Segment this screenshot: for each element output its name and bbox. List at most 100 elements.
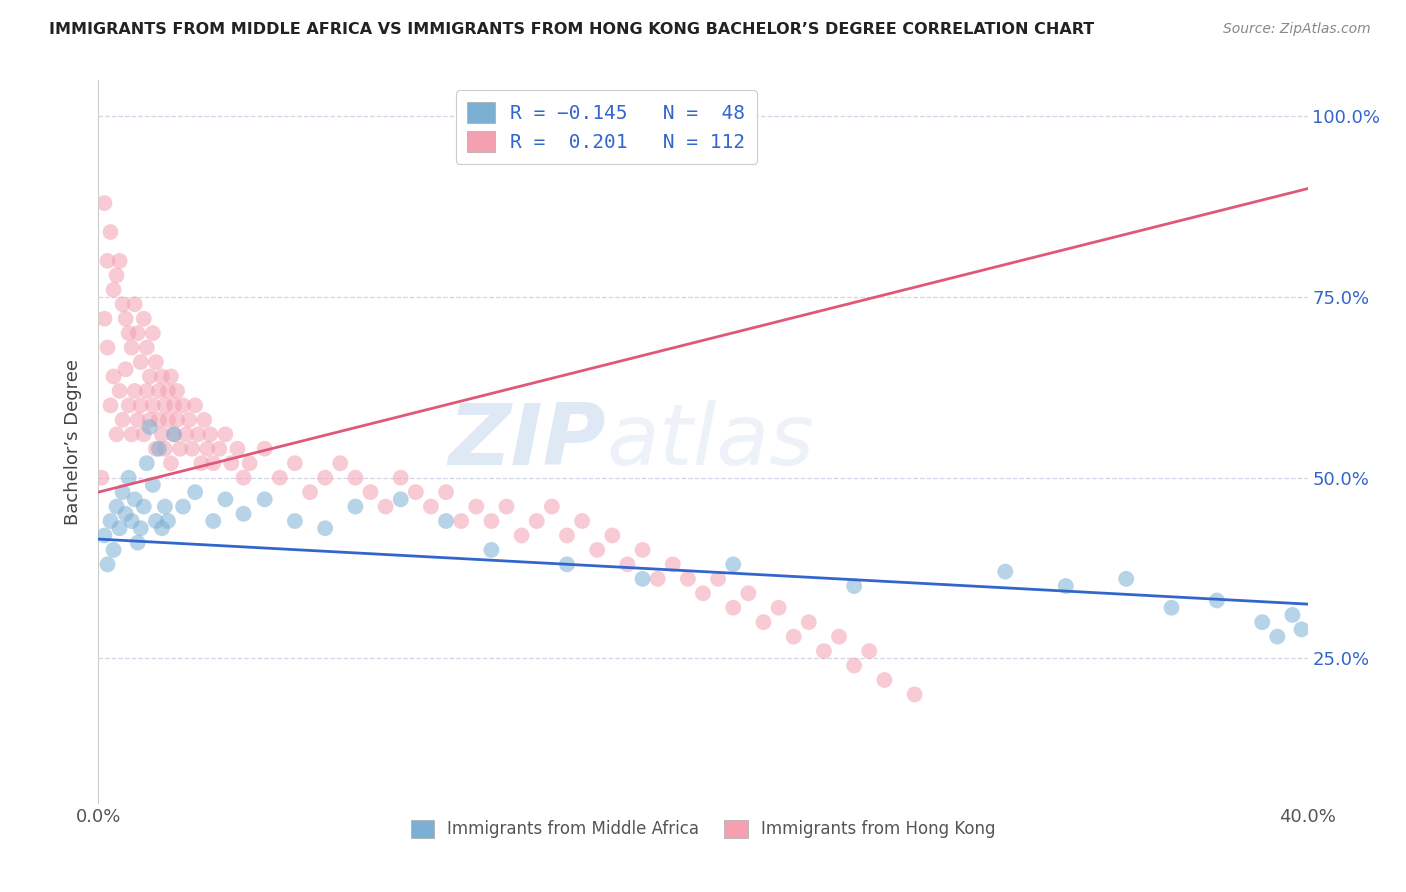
Point: [200, 427, 222, 442]
Point: [510, 528, 533, 542]
Point: [253, 492, 276, 507]
Point: [434, 514, 457, 528]
Point: [586, 542, 609, 557]
Point: [1291, 623, 1313, 637]
Point: [844, 658, 866, 673]
Point: [121, 427, 143, 442]
Point: [114, 311, 136, 326]
Point: [142, 326, 165, 341]
Point: [156, 413, 179, 427]
Point: [190, 456, 212, 470]
Point: [105, 500, 128, 514]
Point: [114, 507, 136, 521]
Point: [344, 471, 367, 485]
Point: [160, 369, 183, 384]
Point: [495, 500, 517, 514]
Point: [124, 297, 146, 311]
Text: Source: ZipAtlas.com: Source: ZipAtlas.com: [1223, 22, 1371, 37]
Point: [163, 398, 186, 412]
Point: [142, 398, 165, 412]
Point: [148, 413, 170, 427]
Point: [555, 528, 578, 542]
Point: [163, 427, 186, 442]
Point: [1267, 630, 1289, 644]
Point: [813, 644, 835, 658]
Point: [105, 427, 128, 442]
Point: [150, 521, 173, 535]
Point: [1251, 615, 1274, 630]
Point: [139, 369, 162, 384]
Point: [111, 413, 134, 427]
Point: [139, 420, 162, 434]
Point: [163, 427, 186, 442]
Point: [160, 456, 183, 470]
Point: [132, 427, 155, 442]
Point: [844, 579, 866, 593]
Point: [145, 514, 167, 528]
Text: atlas: atlas: [606, 400, 814, 483]
Point: [153, 442, 176, 456]
Point: [405, 485, 427, 500]
Legend: Immigrants from Middle Africa, Immigrants from Hong Kong: Immigrants from Middle Africa, Immigrant…: [404, 813, 1002, 845]
Point: [93, 196, 115, 211]
Point: [481, 542, 503, 557]
Point: [374, 500, 396, 514]
Point: [108, 253, 131, 268]
Point: [156, 514, 179, 528]
Point: [994, 565, 1017, 579]
Point: [360, 485, 382, 500]
Point: [142, 478, 165, 492]
Point: [108, 521, 131, 535]
Point: [707, 572, 730, 586]
Point: [692, 586, 714, 600]
Point: [145, 355, 167, 369]
Point: [127, 413, 149, 427]
Point: [118, 471, 141, 485]
Point: [129, 521, 152, 535]
Point: [481, 514, 503, 528]
Point: [114, 362, 136, 376]
Y-axis label: Bachelor’s Degree: Bachelor’s Degree: [65, 359, 83, 524]
Point: [90, 471, 112, 485]
Point: [103, 369, 125, 384]
Point: [148, 442, 170, 456]
Point: [226, 442, 249, 456]
Point: [797, 615, 820, 630]
Point: [132, 500, 155, 514]
Point: [631, 572, 654, 586]
Point: [187, 427, 209, 442]
Text: ZIP: ZIP: [449, 400, 606, 483]
Point: [132, 311, 155, 326]
Point: [145, 442, 167, 456]
Point: [172, 500, 194, 514]
Point: [127, 326, 149, 341]
Point: [135, 384, 157, 398]
Point: [676, 572, 699, 586]
Point: [129, 355, 152, 369]
Point: [105, 268, 128, 283]
Point: [135, 341, 157, 355]
Point: [202, 456, 225, 470]
Point: [93, 311, 115, 326]
Point: [723, 600, 745, 615]
Point: [450, 514, 472, 528]
Point: [127, 535, 149, 549]
Point: [111, 297, 134, 311]
Point: [193, 413, 215, 427]
Point: [1281, 607, 1303, 622]
Point: [299, 485, 322, 500]
Point: [232, 507, 254, 521]
Point: [153, 398, 176, 412]
Point: [148, 384, 170, 398]
Point: [239, 456, 262, 470]
Point: [100, 398, 122, 412]
Point: [858, 644, 880, 658]
Point: [214, 427, 236, 442]
Point: [344, 500, 367, 514]
Point: [1206, 593, 1229, 607]
Point: [737, 586, 759, 600]
Point: [329, 456, 352, 470]
Point: [768, 600, 790, 615]
Point: [1054, 579, 1077, 593]
Point: [96, 341, 118, 355]
